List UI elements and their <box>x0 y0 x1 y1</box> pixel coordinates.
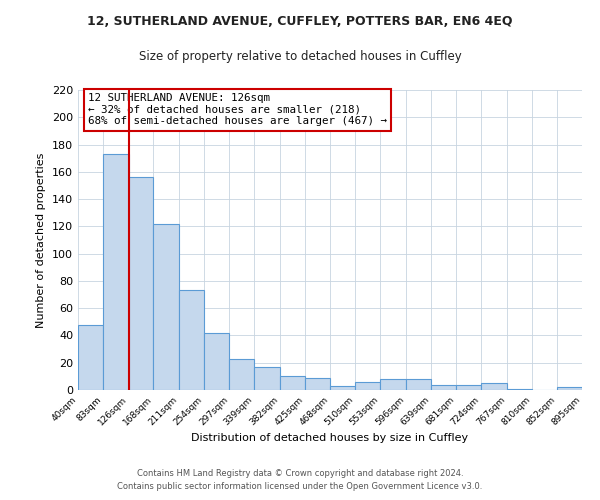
Bar <box>280 376 305 390</box>
Text: Size of property relative to detached houses in Cuffley: Size of property relative to detached ho… <box>139 50 461 63</box>
Bar <box>179 290 204 390</box>
Bar <box>330 386 355 390</box>
Bar <box>305 378 330 390</box>
Bar <box>128 178 154 390</box>
Bar <box>481 383 506 390</box>
Bar <box>78 324 103 390</box>
Bar <box>406 379 431 390</box>
Text: Contains public sector information licensed under the Open Government Licence v3: Contains public sector information licen… <box>118 482 482 491</box>
Y-axis label: Number of detached properties: Number of detached properties <box>37 152 46 328</box>
Text: 12 SUTHERLAND AVENUE: 126sqm
← 32% of detached houses are smaller (218)
68% of s: 12 SUTHERLAND AVENUE: 126sqm ← 32% of de… <box>88 93 387 126</box>
Bar <box>456 384 481 390</box>
Bar <box>229 358 254 390</box>
Text: Contains HM Land Registry data © Crown copyright and database right 2024.: Contains HM Land Registry data © Crown c… <box>137 468 463 477</box>
Bar <box>380 379 406 390</box>
Bar <box>557 388 582 390</box>
Bar <box>154 224 179 390</box>
Text: 12, SUTHERLAND AVENUE, CUFFLEY, POTTERS BAR, EN6 4EQ: 12, SUTHERLAND AVENUE, CUFFLEY, POTTERS … <box>87 15 513 28</box>
X-axis label: Distribution of detached houses by size in Cuffley: Distribution of detached houses by size … <box>191 432 469 442</box>
Bar <box>254 367 280 390</box>
Bar <box>204 332 229 390</box>
Bar <box>431 384 456 390</box>
Bar <box>506 388 532 390</box>
Bar <box>355 382 380 390</box>
Bar <box>103 154 128 390</box>
